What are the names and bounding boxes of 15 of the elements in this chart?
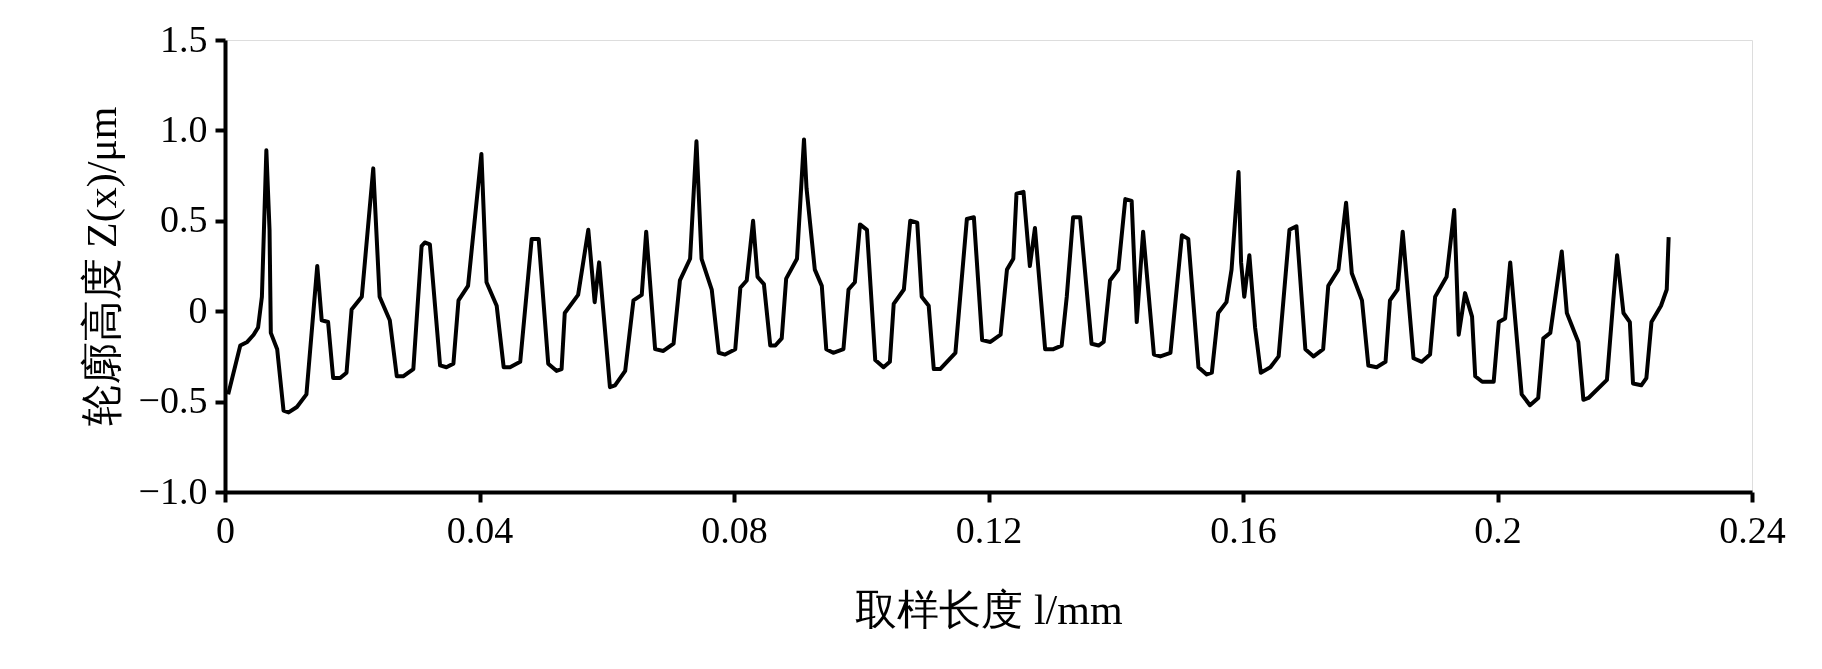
y-tick-label: 0.5 (160, 198, 208, 241)
y-tick-label: 1.0 (160, 107, 208, 150)
y-tick-label: 1.5 (160, 17, 208, 60)
x-tick-label: 0.04 (446, 508, 514, 551)
y-tick-label: 0 (188, 288, 208, 331)
y-axis-title: 轮廓高度 Z(x)/μm (78, 106, 126, 427)
x-tick-label: 0.12 (955, 508, 1023, 551)
x-tick-label: 0.24 (1719, 508, 1786, 551)
x-tick-label: 0 (216, 508, 235, 551)
x-tick-label: 0.08 (701, 508, 768, 551)
y-tick-label: −1.0 (138, 469, 208, 512)
x-tick-label: 0.2 (1474, 508, 1522, 551)
x-tick-label: 0.16 (1210, 508, 1277, 551)
x-axis-title: 取样长度 l/mm (855, 586, 1123, 633)
y-tick-label: −0.5 (138, 379, 208, 422)
